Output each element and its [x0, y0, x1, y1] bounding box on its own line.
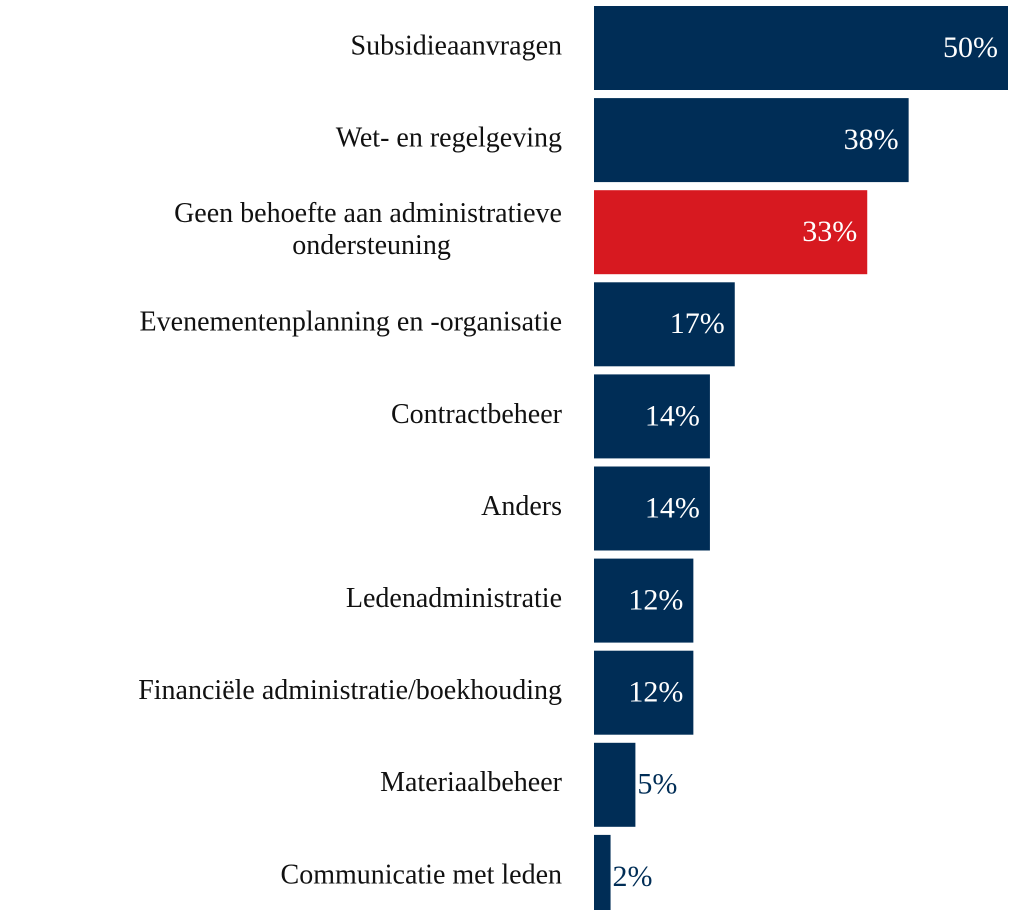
- value-label: 12%: [628, 583, 683, 616]
- bar: [594, 374, 710, 459]
- value-label: 38%: [844, 123, 899, 156]
- bar: [594, 6, 1008, 90]
- value-label: 33%: [802, 215, 857, 248]
- category-label: Evenementenplanning en -organisatie: [140, 307, 562, 338]
- category-label: Anders: [481, 491, 562, 522]
- bar: [594, 742, 636, 827]
- value-label: 14%: [645, 399, 700, 432]
- bar: [594, 466, 710, 551]
- value-label: 12%: [628, 676, 683, 709]
- category-label: Materiaalbeheer: [380, 767, 563, 798]
- category-label: Wet- en regelgeving: [336, 123, 562, 154]
- bar: [594, 650, 694, 735]
- category-label: Ledenadministratie: [346, 583, 562, 614]
- category-label: Financiële administratie/boekhouding: [138, 675, 562, 706]
- category-label: Contractbeheer: [391, 399, 563, 430]
- bar: [594, 558, 694, 643]
- bar: [594, 282, 735, 367]
- value-label: 5%: [637, 768, 677, 801]
- category-label: Communicatie met leden: [281, 859, 562, 890]
- bar: [594, 190, 868, 275]
- category-label: Subsidieaanvragen: [351, 30, 563, 61]
- value-label: 17%: [670, 307, 725, 340]
- value-label: 14%: [645, 491, 700, 524]
- bar: [594, 834, 611, 910]
- value-label: 50%: [943, 31, 998, 64]
- value-label: 2%: [613, 860, 653, 893]
- category-label: Geen behoefte aan administratieve onders…: [174, 199, 562, 262]
- bar: [594, 98, 909, 183]
